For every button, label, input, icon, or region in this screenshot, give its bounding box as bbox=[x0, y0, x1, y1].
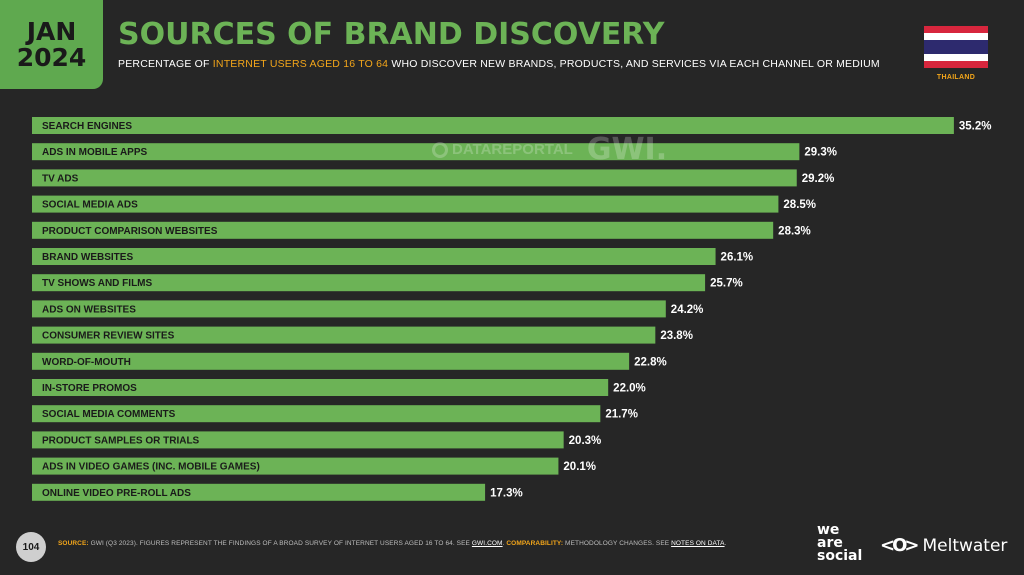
bar bbox=[32, 300, 666, 318]
footer-source: SOURCE: GWI (Q3 2023). FIGURES REPRESENT… bbox=[58, 540, 726, 547]
bar bbox=[32, 483, 486, 501]
page-number: 104 bbox=[16, 532, 46, 562]
notes-on-data-link[interactable]: NOTES ON DATA bbox=[671, 540, 725, 547]
value-label: 22.0% bbox=[613, 383, 646, 395]
meltwater-icon: <O> bbox=[880, 535, 920, 556]
category-label: PRODUCT SAMPLES OR TRIALS bbox=[42, 435, 200, 446]
value-label: 22.8% bbox=[634, 356, 667, 368]
bar bbox=[32, 352, 630, 370]
category-label: SOCIAL MEDIA ADS bbox=[42, 200, 138, 211]
source-link[interactable]: GWI.COM bbox=[471, 540, 503, 547]
value-label: 26.1% bbox=[721, 252, 754, 264]
value-label: 25.7% bbox=[710, 278, 743, 290]
category-label: ADS IN MOBILE APPS bbox=[42, 147, 148, 158]
bar bbox=[32, 431, 564, 449]
bar bbox=[32, 195, 779, 213]
category-label: CONSUMER REVIEW SITES bbox=[42, 331, 175, 342]
value-label: 28.3% bbox=[778, 225, 811, 237]
datareportal-icon bbox=[432, 141, 448, 158]
value-label: 28.5% bbox=[783, 199, 816, 211]
page-title: SOURCES OF BRAND DISCOVERY bbox=[118, 17, 665, 52]
category-label: BRAND WEBSITES bbox=[42, 252, 133, 263]
subtitle-pre: PERCENTAGE OF bbox=[118, 58, 213, 70]
country-label: THAILAND bbox=[936, 74, 976, 81]
value-label: 23.8% bbox=[660, 330, 693, 342]
source-label: SOURCE: bbox=[58, 540, 89, 547]
date-month: JAN bbox=[26, 16, 77, 46]
we-are-social-logo: we are social bbox=[817, 522, 863, 564]
subtitle-post: WHO DISCOVER NEW BRANDS, PRODUCTS, AND S… bbox=[388, 58, 880, 70]
source-end: . bbox=[502, 540, 507, 547]
source-text: GWI (Q3 2023). FIGURES REPRESENT THE FIN… bbox=[88, 540, 472, 547]
logo-word-social: social bbox=[817, 548, 863, 564]
subtitle-highlight: INTERNET USERS AGED 16 TO 64 bbox=[212, 58, 389, 70]
category-label: ADS ON WEBSITES bbox=[42, 304, 136, 315]
value-label: 29.2% bbox=[802, 173, 835, 185]
category-label: ADS IN VIDEO GAMES (INC. MOBILE GAMES) bbox=[42, 462, 260, 473]
comparability-label: COMPARABILITY: bbox=[506, 540, 564, 547]
watermark: DATAREPORTAL GWI. bbox=[432, 132, 667, 167]
value-label: 21.7% bbox=[605, 409, 638, 421]
bar bbox=[32, 169, 797, 187]
category-label: PRODUCT COMPARISON WEBSITES bbox=[42, 226, 218, 237]
gwi-logo: GWI. bbox=[586, 132, 668, 167]
comparability-end: . bbox=[724, 540, 727, 547]
value-label: 35.2% bbox=[959, 121, 992, 133]
value-label: 17.3% bbox=[490, 487, 523, 499]
bar bbox=[32, 379, 609, 396]
value-label: 24.2% bbox=[671, 304, 704, 316]
value-label: 29.3% bbox=[804, 147, 837, 159]
value-label: 20.3% bbox=[569, 435, 602, 447]
logo-word-are: are bbox=[817, 535, 843, 551]
datareportal-logo: DATAREPORTAL bbox=[432, 141, 573, 158]
category-label: SOCIAL MEDIA COMMENTS bbox=[42, 409, 176, 420]
bar bbox=[32, 405, 601, 423]
category-label: WORD-OF-MOUTH bbox=[42, 357, 131, 368]
category-label: TV ADS bbox=[42, 173, 79, 184]
bar bbox=[32, 117, 954, 134]
bar bbox=[32, 221, 774, 239]
date-year: 2024 bbox=[16, 42, 87, 72]
logo-word-we: we bbox=[817, 522, 840, 538]
category-label: SEARCH ENGINES bbox=[42, 121, 132, 132]
meltwater-text: Meltwater bbox=[922, 535, 1008, 556]
category-label: IN-STORE PROMOS bbox=[42, 383, 137, 394]
bar bbox=[32, 326, 656, 344]
thailand-flag-icon bbox=[924, 26, 988, 68]
category-label: ONLINE VIDEO PRE-ROLL ADS bbox=[42, 488, 191, 499]
value-label: 20.1% bbox=[563, 461, 596, 473]
meltwater-logo: <O> Meltwater bbox=[880, 535, 1007, 556]
bar bbox=[32, 248, 716, 265]
datareportal-text: DATAREPORTAL bbox=[452, 141, 573, 158]
comparability-text: METHODOLOGY CHANGES. SEE bbox=[563, 540, 672, 547]
bar bbox=[32, 143, 800, 161]
bar bbox=[32, 274, 706, 292]
bar bbox=[32, 457, 559, 475]
date-badge: JAN 2024 bbox=[0, 0, 103, 89]
page-subtitle: PERCENTAGE OF INTERNET USERS AGED 16 TO … bbox=[118, 58, 880, 70]
category-label: TV SHOWS AND FILMS bbox=[42, 278, 153, 289]
